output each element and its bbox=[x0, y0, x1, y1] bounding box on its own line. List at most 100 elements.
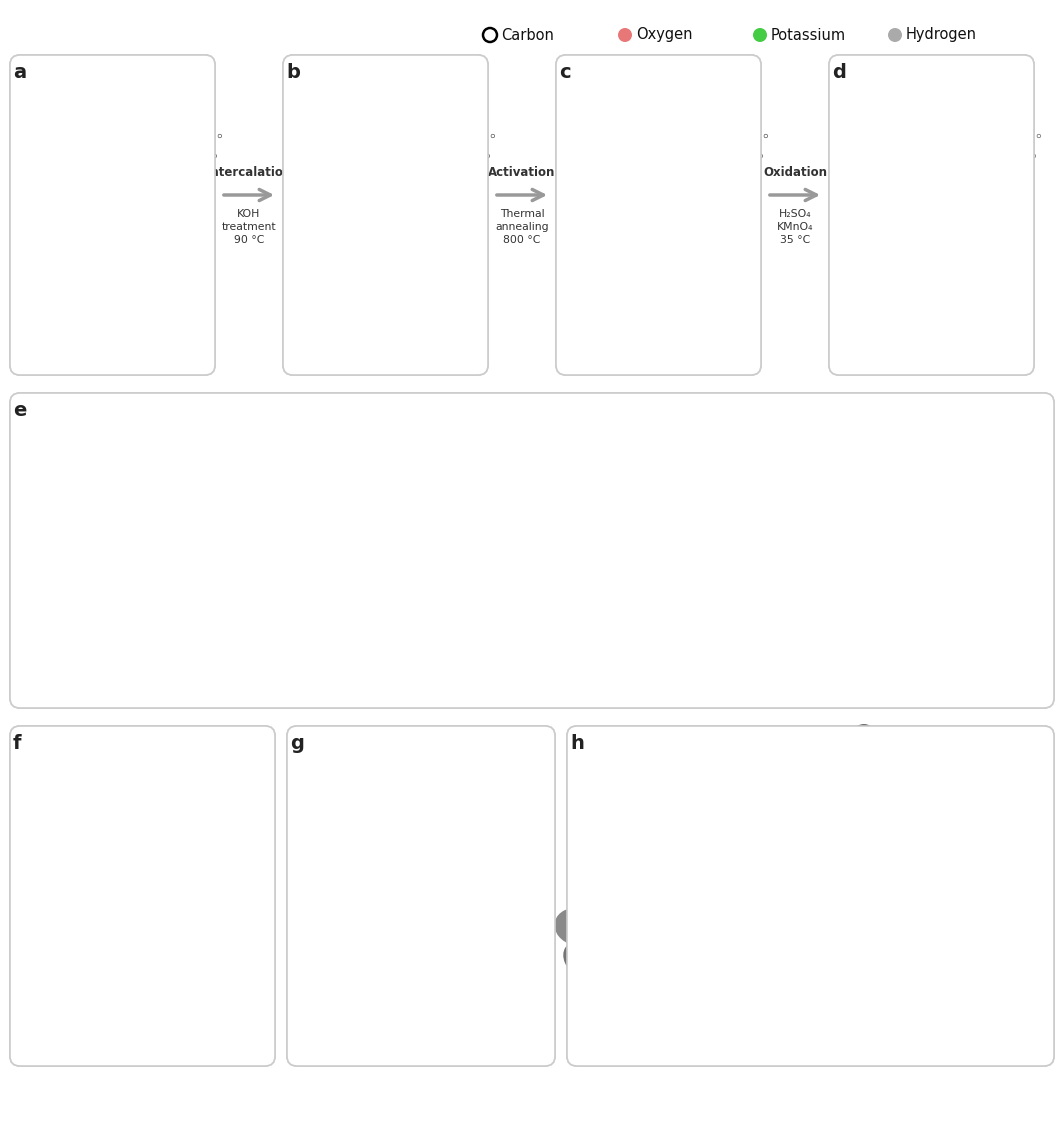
Circle shape bbox=[450, 174, 453, 178]
Circle shape bbox=[124, 135, 128, 138]
Circle shape bbox=[24, 489, 35, 500]
Circle shape bbox=[286, 470, 297, 482]
Circle shape bbox=[317, 162, 320, 165]
Circle shape bbox=[969, 192, 974, 196]
Circle shape bbox=[472, 163, 477, 166]
Circle shape bbox=[699, 144, 702, 147]
Circle shape bbox=[622, 416, 633, 428]
Circle shape bbox=[184, 181, 187, 184]
Circle shape bbox=[44, 163, 48, 166]
Circle shape bbox=[286, 578, 297, 589]
FancyBboxPatch shape bbox=[283, 55, 488, 375]
Circle shape bbox=[910, 144, 913, 147]
Circle shape bbox=[634, 154, 638, 158]
Circle shape bbox=[1011, 192, 1015, 196]
Circle shape bbox=[975, 172, 978, 175]
Circle shape bbox=[128, 163, 131, 166]
Circle shape bbox=[122, 183, 126, 187]
Circle shape bbox=[592, 470, 602, 482]
Circle shape bbox=[193, 192, 196, 196]
Circle shape bbox=[184, 183, 188, 187]
Circle shape bbox=[492, 135, 495, 138]
Circle shape bbox=[912, 135, 916, 138]
Text: AG: AG bbox=[65, 869, 87, 883]
Circle shape bbox=[748, 153, 752, 156]
Circle shape bbox=[159, 201, 162, 205]
Circle shape bbox=[65, 201, 68, 205]
Circle shape bbox=[395, 181, 398, 184]
Circle shape bbox=[946, 162, 949, 165]
Circle shape bbox=[694, 201, 698, 205]
Circle shape bbox=[429, 282, 432, 285]
Circle shape bbox=[618, 28, 632, 42]
Circle shape bbox=[978, 201, 981, 205]
Text: h: h bbox=[570, 734, 584, 753]
Circle shape bbox=[71, 552, 82, 562]
Circle shape bbox=[127, 201, 131, 205]
Text: f: f bbox=[13, 734, 21, 753]
Circle shape bbox=[987, 201, 992, 205]
Circle shape bbox=[975, 174, 979, 178]
FancyBboxPatch shape bbox=[310, 934, 528, 1053]
Circle shape bbox=[40, 578, 51, 589]
Circle shape bbox=[883, 162, 887, 165]
Ellipse shape bbox=[563, 940, 611, 982]
Circle shape bbox=[436, 183, 440, 187]
Circle shape bbox=[106, 162, 110, 165]
Circle shape bbox=[117, 163, 120, 166]
Circle shape bbox=[733, 172, 736, 175]
Text: AG: AG bbox=[295, 756, 315, 769]
Circle shape bbox=[681, 174, 685, 178]
Circle shape bbox=[951, 144, 954, 147]
Circle shape bbox=[301, 543, 313, 553]
Circle shape bbox=[370, 273, 373, 275]
Circle shape bbox=[946, 201, 950, 205]
Circle shape bbox=[876, 154, 880, 158]
Circle shape bbox=[1027, 174, 1031, 178]
Circle shape bbox=[483, 28, 497, 42]
Circle shape bbox=[593, 192, 596, 196]
Circle shape bbox=[987, 163, 992, 166]
Circle shape bbox=[333, 516, 344, 527]
Circle shape bbox=[861, 172, 864, 175]
Circle shape bbox=[901, 141, 908, 147]
Circle shape bbox=[85, 163, 89, 166]
Circle shape bbox=[87, 489, 98, 500]
Ellipse shape bbox=[775, 904, 805, 936]
Circle shape bbox=[375, 183, 378, 187]
Circle shape bbox=[985, 172, 988, 175]
Circle shape bbox=[897, 153, 900, 156]
Ellipse shape bbox=[810, 826, 833, 849]
Circle shape bbox=[1008, 162, 1012, 165]
Circle shape bbox=[638, 516, 649, 527]
Circle shape bbox=[957, 162, 960, 165]
Text: d: d bbox=[832, 63, 846, 83]
Circle shape bbox=[452, 163, 455, 166]
Circle shape bbox=[743, 172, 747, 175]
Circle shape bbox=[668, 181, 671, 184]
Circle shape bbox=[101, 181, 104, 184]
Circle shape bbox=[964, 172, 968, 175]
Circle shape bbox=[908, 154, 911, 158]
Circle shape bbox=[924, 174, 927, 178]
Circle shape bbox=[55, 570, 67, 580]
Ellipse shape bbox=[351, 277, 419, 329]
Circle shape bbox=[568, 468, 594, 494]
Circle shape bbox=[301, 407, 313, 418]
Circle shape bbox=[400, 163, 403, 166]
Circle shape bbox=[174, 183, 178, 187]
Circle shape bbox=[915, 162, 918, 165]
Circle shape bbox=[1001, 154, 1004, 158]
Circle shape bbox=[348, 578, 360, 589]
Circle shape bbox=[375, 144, 378, 147]
Ellipse shape bbox=[729, 940, 774, 977]
Circle shape bbox=[653, 498, 665, 509]
Circle shape bbox=[104, 174, 107, 178]
Circle shape bbox=[592, 498, 602, 509]
Circle shape bbox=[332, 181, 336, 184]
Circle shape bbox=[398, 174, 401, 178]
Text: oxygen complex: oxygen complex bbox=[275, 434, 402, 449]
Circle shape bbox=[130, 192, 133, 196]
Ellipse shape bbox=[652, 893, 682, 918]
Circle shape bbox=[686, 153, 689, 156]
